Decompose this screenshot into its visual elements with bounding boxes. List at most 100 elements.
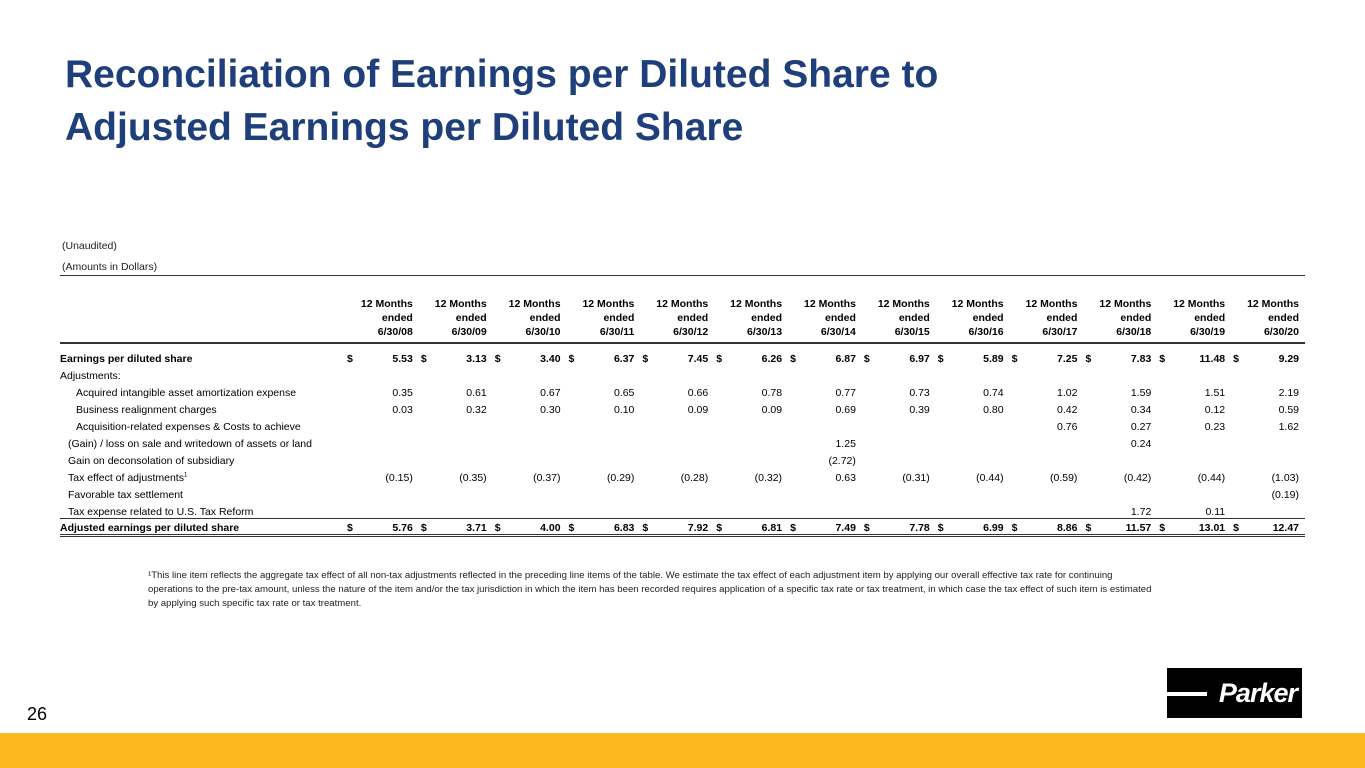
value-cell: 1.62 [1278,421,1299,433]
value-cell: 0.77 [835,387,856,399]
column-header: 6/30/20 [1231,325,1305,344]
value-cell [567,501,641,518]
value-cell [640,433,714,450]
value-cell: (0.37) [533,472,561,484]
value-cell: 1.72 [1130,505,1152,518]
currency-symbol: $ [716,521,723,534]
value-cell [714,416,788,433]
value-cell: 0.69 [835,404,856,416]
value-cell: $7.92 [640,517,715,537]
value-cell: $5.53 [347,353,413,365]
title-line-1: Reconciliation of Earnings per Diluted S… [65,53,939,96]
value-cell [493,433,567,450]
page-number: 26 [27,704,48,724]
column-header: 6/30/18 [1083,325,1158,344]
value-cell [345,450,419,467]
value-cell [567,450,641,467]
value-cell: $9.29 [1233,353,1299,365]
value-cell: 0.34 [1130,404,1152,416]
value-cell [419,450,493,467]
currency-symbol: $ [642,353,649,365]
value-cell: 1.59 [1130,387,1152,399]
currency-symbol: $ [1011,521,1018,534]
value-cell [788,501,862,518]
value-cell: 0.80 [983,404,1004,416]
value-cell [493,365,567,382]
value-cell: $6.87 [790,353,856,365]
value-cell: $3.71 [418,517,493,537]
value-cell: $3.13 [420,353,487,365]
column-header: 12 Months [1025,298,1078,310]
value-cell: 0.35 [392,387,413,399]
column-header: 12 Months [1247,298,1299,310]
table-row: Adjustments: [60,365,1305,382]
value-cell: 0.74 [983,387,1004,399]
value-cell: 1.02 [1057,387,1078,399]
value-cell: $3.40 [494,353,561,365]
value-cell [345,365,419,382]
footer-bar [0,733,1365,768]
currency-symbol: $ [494,353,501,365]
column-header: 12 Months [951,298,1004,310]
value-cell: 0.78 [761,387,783,399]
value-cell [1231,450,1305,467]
value-cell [862,433,936,450]
row-label: Adjusted earnings per diluted share [60,517,345,537]
currency-symbol: $ [1159,521,1166,534]
value-cell [1231,433,1305,450]
currency-symbol: $ [937,521,944,534]
value-cell: 0.03 [392,404,413,416]
value-cell: 0.66 [687,387,709,399]
row-label: Adjustments: [60,370,121,382]
value-cell: 0.24 [1130,438,1152,450]
value-cell: $11.57 [1083,517,1158,537]
value-cell: 0.11 [1205,505,1226,518]
column-header: 6/30/16 [935,325,1010,344]
value-cell [419,433,493,450]
value-cell: 0.27 [1130,421,1152,433]
column-header: ended [972,312,1004,324]
currency-symbol: $ [420,353,427,365]
value-cell [788,484,862,501]
value-cell [567,433,641,450]
column-header: 6/30/14 [788,325,862,344]
value-cell [788,365,862,382]
column-header: 12 Months [1173,298,1226,310]
table-row: Acquisition-related expenses & Costs to … [60,416,1305,433]
value-cell: (0.19) [1271,489,1299,501]
column-header: ended [1268,312,1299,324]
currency-symbol: $ [1085,353,1092,365]
column-header: 6/30/10 [492,325,567,344]
value-cell [936,416,1010,433]
currency-symbol: $ [642,521,649,534]
table-row: Acquired intangible asset amortization e… [60,382,1305,399]
table-row: Business realignment charges 0.03 0.32 0.30… [60,399,1305,416]
value-cell [567,484,641,501]
value-cell [1157,484,1231,501]
value-cell [1157,433,1231,450]
row-label: Tax effect of adjustments1 [68,472,188,484]
row-label: Acquisition-related expenses & Costs to … [76,421,301,433]
value-cell [345,501,419,518]
column-header: 12 Months [360,298,413,310]
value-cell [640,365,714,382]
value-cell: $13.01 [1157,517,1232,537]
value-cell: 0.63 [835,472,856,484]
value-cell [1083,365,1157,382]
column-header: ended [751,312,783,324]
column-header: ended [898,312,930,324]
value-cell: 0.67 [540,387,561,399]
column-header: 12 Months [877,298,930,310]
column-header: 6/30/17 [1009,325,1084,344]
value-cell: (0.31) [902,472,930,484]
value-cell [493,484,567,501]
currency-symbol: $ [863,353,870,365]
value-cell: $6.97 [863,353,930,365]
value-cell: (0.59) [1050,472,1078,484]
column-header: 12 Months [730,298,783,310]
value-cell [345,416,419,433]
value-cell: $7.45 [642,353,709,365]
value-cell [567,416,641,433]
value-cell [640,416,714,433]
value-cell [714,450,788,467]
